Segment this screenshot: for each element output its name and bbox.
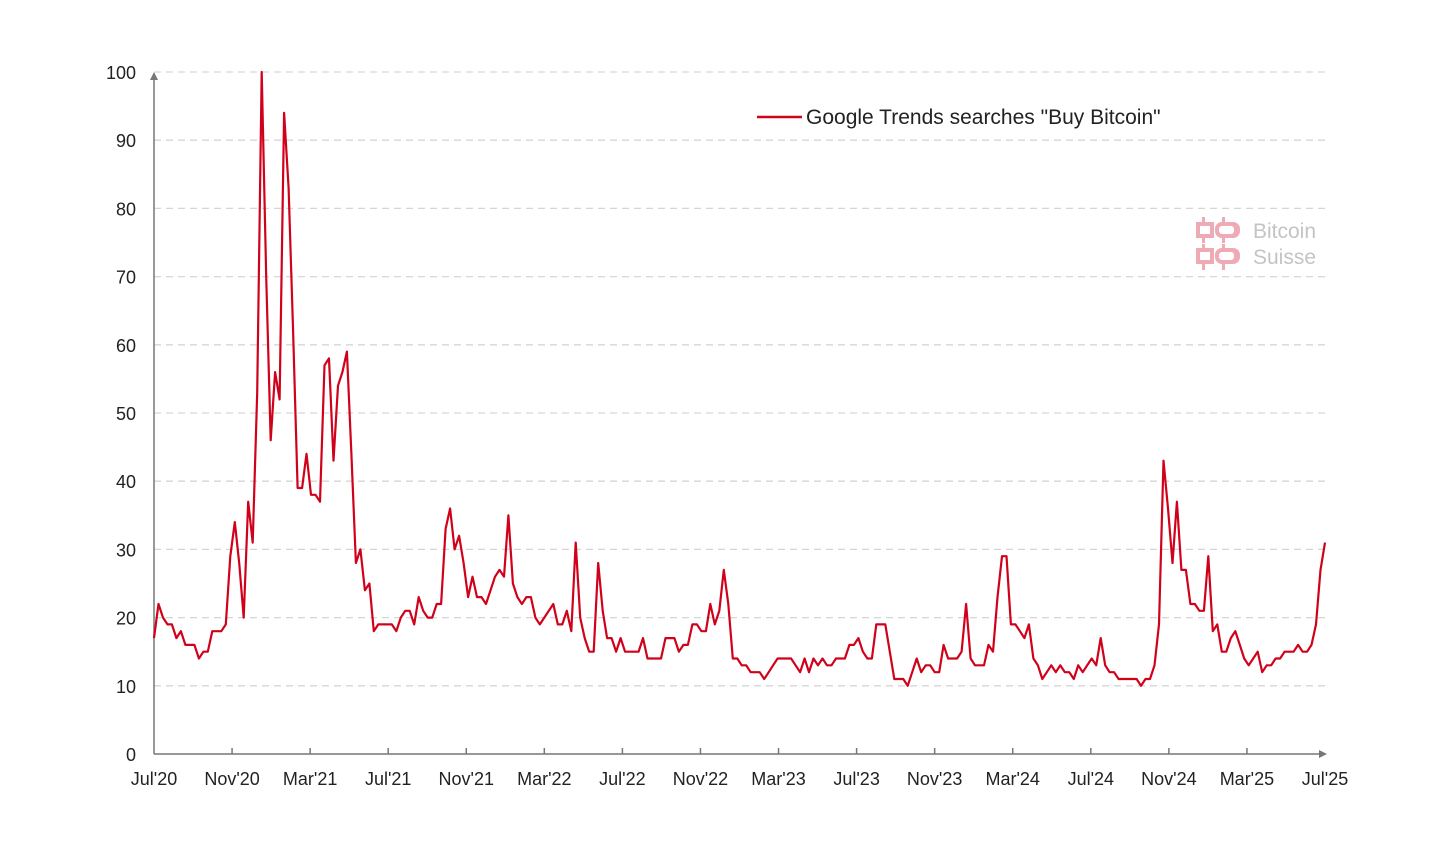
watermark-logo: Bitcoin Suisse (1196, 217, 1316, 270)
x-tick-label: Nov'24 (1141, 769, 1196, 789)
x-tick-label: Jul'25 (1302, 769, 1348, 789)
y-tick-label: 10 (116, 677, 136, 697)
y-tick-label: 70 (116, 268, 136, 288)
x-tick-label: Nov'20 (204, 769, 259, 789)
x-tick-label: Nov'23 (907, 769, 962, 789)
y-tick-label: 0 (126, 745, 136, 765)
bitcoin-suisse-logo-icon (1196, 217, 1240, 270)
y-tick-label: 60 (116, 336, 136, 356)
x-tick-label: Jul'20 (131, 769, 177, 789)
x-tick-label: Nov'22 (673, 769, 728, 789)
x-tick-label: Mar'21 (283, 769, 337, 789)
y-tick-label: 90 (116, 131, 136, 151)
x-tick-label: Mar'25 (1220, 769, 1274, 789)
x-axis-ticks: Jul'20 Nov'20 Mar'21 Jul'21 Nov'21 Mar'22 Jul'… (131, 748, 1348, 789)
x-tick-label: Jul'21 (365, 769, 411, 789)
x-tick-label: Jul'23 (833, 769, 879, 789)
x-tick-label: Mar'24 (985, 769, 1039, 789)
y-tick-label: 30 (116, 540, 136, 560)
x-tick-label: Mar'22 (517, 769, 571, 789)
y-tick-label: 80 (116, 199, 136, 219)
x-tick-label: Nov'21 (439, 769, 494, 789)
legend-label: Google Trends searches "Buy Bitcoin" (806, 106, 1161, 129)
x-tick-label: Jul'24 (1068, 769, 1114, 789)
y-tick-label: 40 (116, 472, 136, 492)
legend: Google Trends searches "Buy Bitcoin" (757, 106, 1161, 129)
watermark-line1: Bitcoin (1253, 220, 1316, 243)
x-axis-arrow-icon (1319, 750, 1327, 758)
y-axis-ticks: 0 10 20 30 40 50 60 70 80 90 100 (106, 63, 136, 765)
x-tick-label: Mar'23 (751, 769, 805, 789)
series-line-buy-bitcoin (152, 70, 1327, 687)
watermark-line2: Suisse (1253, 246, 1316, 269)
y-tick-label: 100 (106, 63, 136, 83)
x-tick-label: Jul'22 (599, 769, 645, 789)
y-axis-arrow-icon (150, 72, 158, 80)
y-tick-label: 50 (116, 404, 136, 424)
gridlines (154, 71, 1325, 687)
y-tick-label: 20 (116, 609, 136, 629)
